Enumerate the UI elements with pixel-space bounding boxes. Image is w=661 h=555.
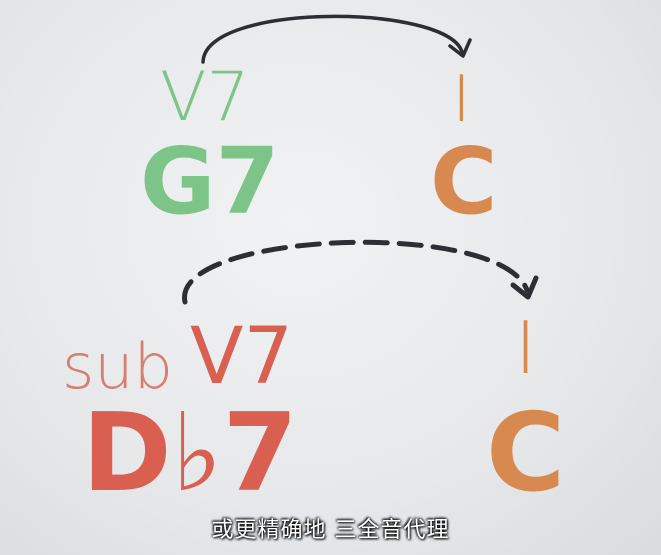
video-subtitle: 或更精确地 三全音代理 bbox=[211, 518, 450, 543]
dominant-chord: G7 bbox=[140, 128, 280, 235]
arrowhead-top bbox=[448, 38, 472, 58]
resolution-arrow-top bbox=[201, 14, 464, 64]
tonic-numeral-top: I bbox=[452, 63, 471, 137]
tonic-chord-top: C bbox=[430, 128, 498, 235]
tonic-numeral-bottom: I bbox=[515, 306, 537, 390]
resolution-arrow-bottom bbox=[182, 239, 530, 305]
sub-prefix: sub bbox=[62, 330, 173, 403]
substitute-numeral: V7 bbox=[190, 312, 293, 402]
dominant-numeral: V7 bbox=[160, 58, 250, 137]
arrowhead-bottom bbox=[510, 275, 539, 300]
substitute-chord: D♭7 bbox=[82, 391, 298, 516]
tonic-chord-bottom: C bbox=[486, 391, 566, 516]
